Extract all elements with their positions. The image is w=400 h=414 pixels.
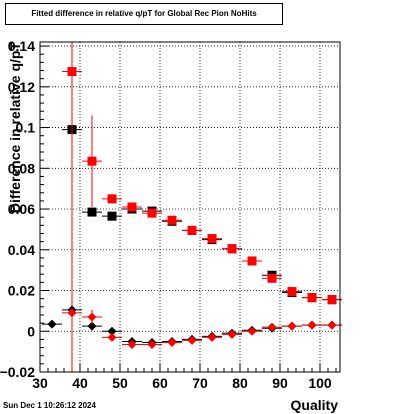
data-point-diamond: [327, 320, 337, 330]
series-1: [62, 125, 342, 305]
data-point-square: [307, 293, 317, 303]
x-tick-label: 40: [72, 375, 88, 391]
y-tick-label: 0.06: [8, 201, 35, 217]
chart-title-box: Fitted difference in relative q/pT for G…: [5, 3, 283, 25]
data-point-diamond: [187, 335, 197, 345]
data-point-diamond: [207, 332, 217, 342]
x-tick-label: 30: [32, 375, 48, 391]
data-point-square: [67, 67, 77, 77]
data-point-square: [187, 225, 197, 235]
y-tick-label: 0: [27, 323, 35, 339]
data-point-square: [167, 215, 177, 225]
data-point-diamond: [267, 322, 277, 332]
data-point-square: [147, 208, 157, 218]
x-tick-label: 90: [272, 375, 288, 391]
chart-title: Fitted difference in relative q/pT for G…: [31, 9, 257, 18]
x-tick-label: 70: [192, 375, 208, 391]
y-tick-label: 0.02: [8, 283, 35, 299]
data-point-diamond: [287, 321, 297, 331]
data-point-diamond: [87, 321, 97, 331]
y-tick-label: 0.14: [8, 38, 35, 54]
plot-frame: [39, 41, 341, 373]
y-tick-label: −0.02: [0, 364, 35, 380]
y-axis-title: Difference in relative q/pT: [7, 42, 23, 214]
data-point-diamond: [227, 329, 237, 339]
data-point-square: [327, 295, 337, 305]
x-tick-label: 100: [308, 375, 332, 391]
data-point-diamond: [247, 326, 257, 336]
y-tick-label: 0.04: [8, 242, 35, 258]
data-point-diamond: [107, 332, 117, 342]
data-point-diamond: [307, 320, 317, 330]
x-tick-label: 80: [232, 375, 248, 391]
data-point-square: [107, 194, 117, 204]
data-point-diamond: [107, 326, 117, 336]
series-4: [62, 308, 342, 349]
x-axis-title: Quality: [291, 397, 339, 413]
datestamp: Sun Dec 1 10:26:12 2024: [3, 401, 96, 410]
data-point-square: [87, 156, 97, 166]
tick-labels: 30 40 50 60 70 80 90 100 −0.02 0 0.02 0.04 0.06 0.08 0…: [0, 38, 332, 391]
series-2: [62, 42, 342, 372]
data-point-diamond: [87, 312, 97, 322]
data-point-diamond: [127, 340, 137, 349]
data-point-diamond: [167, 337, 177, 347]
data-point-square: [227, 244, 237, 254]
data-point-diamond: [47, 319, 57, 329]
data-point-square: [127, 202, 137, 212]
y-tick-label: 0.1: [16, 120, 36, 136]
x-tick-label: 60: [152, 375, 168, 391]
data-point-square: [107, 211, 117, 221]
data-point-square: [287, 287, 297, 297]
data-point-square: [207, 234, 217, 244]
data-marks: [42, 42, 342, 372]
grid-lines: [40, 42, 340, 372]
x-tick-label: 50: [112, 375, 128, 391]
data-point-square: [247, 256, 257, 266]
y-tick-label: 0.12: [8, 79, 35, 95]
data-point-square: [267, 273, 277, 283]
data-point-diamond: [147, 340, 157, 349]
data-point-diamond: [67, 308, 77, 318]
y-tick-label: 0.08: [8, 160, 35, 176]
data-point-square: [87, 207, 97, 217]
